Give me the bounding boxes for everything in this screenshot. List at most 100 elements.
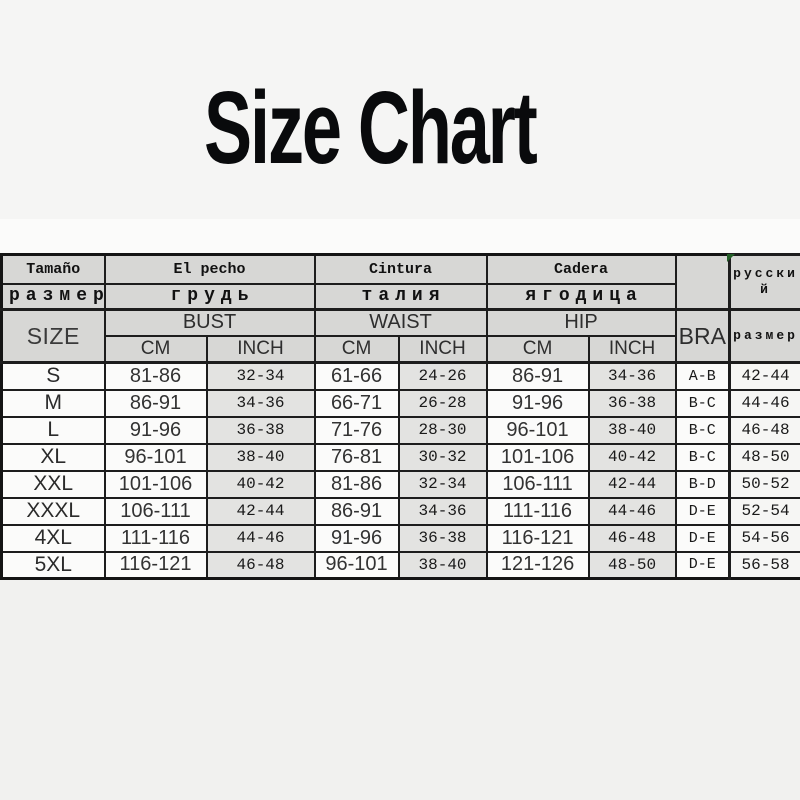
header-grud: грудь [103, 282, 316, 311]
background-top [0, 0, 800, 219]
table-row: XXXL 106-111 42-44 86-91 34-36 111-116 4… [0, 496, 800, 526]
header-hip-cm: CM [485, 334, 590, 364]
header-waist-inch: INCH [397, 334, 488, 364]
cell-waist-cm: 71-76 [313, 415, 400, 445]
cell-waist-cm: 96-101 [313, 550, 400, 580]
cell-waist-inch: 38-40 [397, 550, 488, 580]
header-row-spanish: Tamaño El pecho Cintura Cadera русский [0, 253, 800, 311]
cell-ru-size: 44-46 [728, 388, 800, 418]
cell-bust-inch: 34-36 [205, 388, 316, 418]
cell-bra: D-E [674, 550, 731, 580]
cell-bra: B-C [674, 442, 731, 472]
header-hip: HIP [485, 308, 677, 337]
header-waist: WAIST [313, 308, 488, 337]
cell-hip-inch: 42-44 [587, 469, 677, 499]
cell-ru-size: 54-56 [728, 523, 800, 553]
cell-ru-size: 46-48 [728, 415, 800, 445]
header-tamano: Tamaño [0, 253, 106, 285]
cell-bra: B-D [674, 469, 731, 499]
table-row: S 81-86 32-34 61-66 24-26 86-91 34-36 A-… [0, 361, 800, 391]
cell-hip-inch: 34-36 [587, 361, 677, 391]
cell-hip-cm: 116-121 [485, 523, 590, 553]
cell-waist-cm: 76-81 [313, 442, 400, 472]
header-row-english: SIZE BUST WAIST HIP BRA размер [0, 308, 800, 364]
cell-hip-inch: 44-46 [587, 496, 677, 526]
header-bust-cm: CM [103, 334, 208, 364]
cell-bust-cm: 96-101 [103, 442, 208, 472]
header-razmer-column: размер [728, 308, 800, 364]
cell-waist-cm: 86-91 [313, 496, 400, 526]
cell-waist-inch: 34-36 [397, 496, 488, 526]
page-title: Size Chart [204, 70, 538, 185]
header-bust-inch: INCH [205, 334, 316, 364]
cell-waist-inch: 24-26 [397, 361, 488, 391]
cell-bust-cm: 81-86 [103, 361, 208, 391]
cell-hip-cm: 106-111 [485, 469, 590, 499]
cell-bust-inch: 40-42 [205, 469, 316, 499]
header-blank-cell [674, 253, 731, 311]
header-bra: BRA [674, 308, 731, 364]
background-strip [0, 219, 800, 253]
table-row: M 86-91 34-36 66-71 26-28 91-96 36-38 B-… [0, 388, 800, 418]
size-chart-table: Tamaño El pecho Cintura Cadera русский р… [0, 253, 800, 580]
cell-waist-inch: 28-30 [397, 415, 488, 445]
cell-waist-inch: 26-28 [397, 388, 488, 418]
table-row: L 91-96 36-38 71-76 28-30 96-101 38-40 B… [0, 415, 800, 445]
header-cintura: Cintura [313, 253, 488, 285]
header-yagoditsa: ягодица [485, 282, 677, 311]
cell-waist-inch: 32-34 [397, 469, 488, 499]
cell-hip-cm: 111-116 [485, 496, 590, 526]
cell-hip-inch: 38-40 [587, 415, 677, 445]
cell-bust-cm: 101-106 [103, 469, 208, 499]
header-russkiy: русский [728, 253, 800, 311]
cell-waist-cm: 81-86 [313, 469, 400, 499]
table-row: XXL 101-106 40-42 81-86 32-34 106-111 42… [0, 469, 800, 499]
cell-ru-size: 42-44 [728, 361, 800, 391]
cell-ru-size: 50-52 [728, 469, 800, 499]
cell-bra: D-E [674, 496, 731, 526]
cell-bra: A-B [674, 361, 731, 391]
cell-hip-inch: 46-48 [587, 523, 677, 553]
cell-size: XL [0, 442, 106, 472]
header-taliya: талия [313, 282, 488, 311]
cell-bra: D-E [674, 523, 731, 553]
cell-bra: B-C [674, 388, 731, 418]
cell-ru-size: 56-58 [728, 550, 800, 580]
table-row: XL 96-101 38-40 76-81 30-32 101-106 40-4… [0, 442, 800, 472]
green-corner-marker [727, 254, 735, 262]
cell-size: XXXL [0, 496, 106, 526]
cell-bra: B-C [674, 415, 731, 445]
cell-hip-cm: 121-126 [485, 550, 590, 580]
cell-bust-cm: 106-111 [103, 496, 208, 526]
header-cadera: Cadera [485, 253, 677, 285]
cell-hip-cm: 101-106 [485, 442, 590, 472]
cell-ru-size: 48-50 [728, 442, 800, 472]
header-row-russian: размер грудь талия ягодица [0, 282, 800, 311]
cell-waist-inch: 30-32 [397, 442, 488, 472]
cell-bust-cm: 116-121 [103, 550, 208, 580]
cell-hip-cm: 96-101 [485, 415, 590, 445]
cell-bust-cm: 91-96 [103, 415, 208, 445]
table-row: 5XL 116-121 46-48 96-101 38-40 121-126 4… [0, 550, 800, 580]
cell-bust-cm: 111-116 [103, 523, 208, 553]
cell-size: 5XL [0, 550, 106, 580]
cell-waist-cm: 91-96 [313, 523, 400, 553]
header-razmer: размер [0, 282, 106, 311]
header-size: SIZE [0, 308, 106, 364]
header-bust: BUST [103, 308, 316, 337]
cell-bust-inch: 38-40 [205, 442, 316, 472]
header-hip-inch: INCH [587, 334, 677, 364]
cell-hip-inch: 40-42 [587, 442, 677, 472]
cell-waist-inch: 36-38 [397, 523, 488, 553]
cell-size: 4XL [0, 523, 106, 553]
cell-hip-cm: 86-91 [485, 361, 590, 391]
header-waist-cm: CM [313, 334, 400, 364]
cell-bust-inch: 36-38 [205, 415, 316, 445]
cell-bust-inch: 46-48 [205, 550, 316, 580]
table-row: 4XL 111-116 44-46 91-96 36-38 116-121 46… [0, 523, 800, 553]
cell-size: M [0, 388, 106, 418]
cell-bust-inch: 32-34 [205, 361, 316, 391]
cell-ru-size: 52-54 [728, 496, 800, 526]
background-bottom [0, 608, 800, 800]
